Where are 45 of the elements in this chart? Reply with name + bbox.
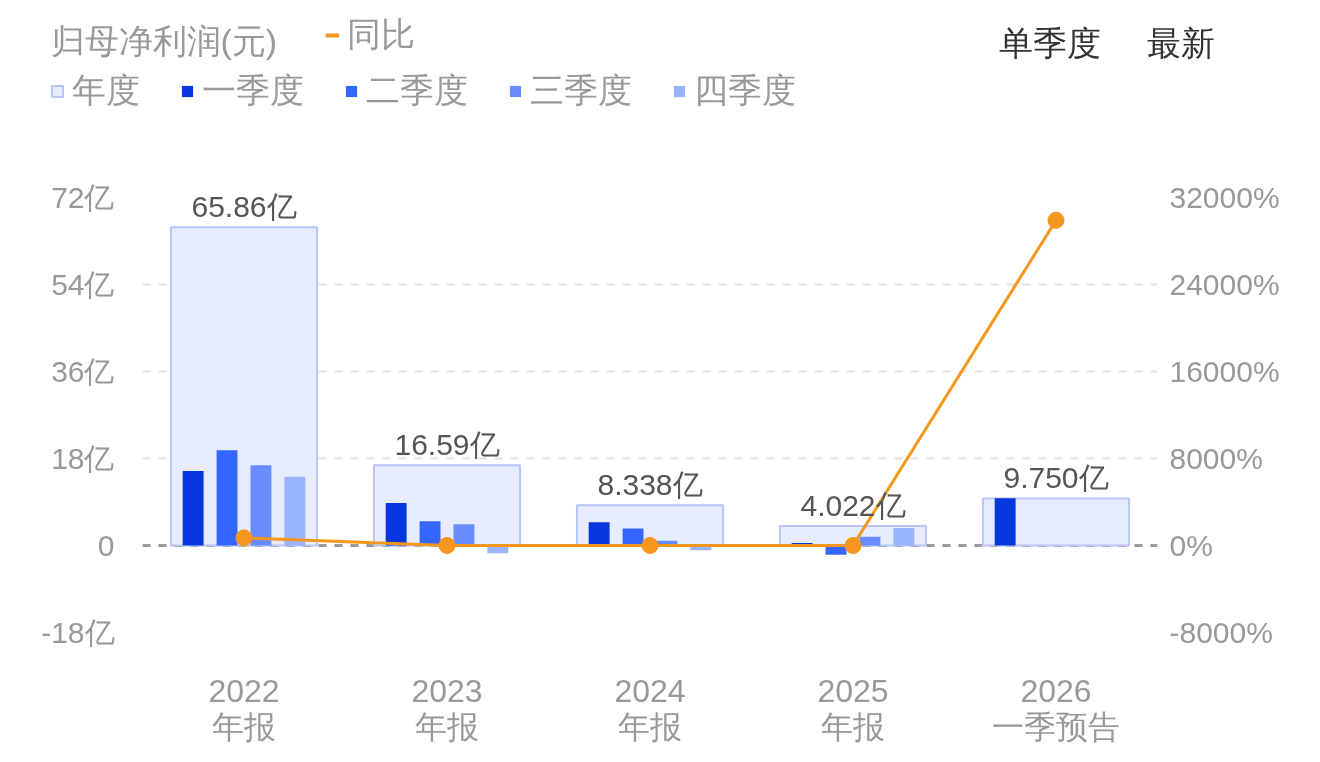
legend-label: 三季度	[530, 70, 632, 111]
data-label: 9.750亿	[1003, 461, 1109, 495]
data-label: 4.022亿	[800, 489, 906, 523]
y-tick-label: 0	[97, 529, 115, 562]
x-tick-label: 2022 年报	[208, 672, 280, 745]
point	[1047, 211, 1065, 229]
bar	[284, 476, 306, 546]
bar	[250, 465, 272, 546]
legend-label: 二季度	[366, 70, 468, 111]
y2-tick-label: -8000%	[1169, 616, 1273, 649]
point	[438, 537, 456, 554]
y2-tick-label: 0%	[1169, 529, 1213, 562]
bar	[893, 528, 915, 546]
legend-label: 四季度	[694, 70, 796, 111]
data-label: 65.86亿	[191, 190, 297, 224]
data-label: 16.59亿	[394, 428, 500, 462]
text: 最新	[1146, 23, 1215, 62]
x-tick-label: 2023 年报	[411, 672, 483, 745]
y-tick-label: -18亿	[41, 616, 115, 649]
bar	[994, 498, 1016, 546]
x-tick-label: 2026 一季预告	[992, 672, 1120, 745]
text: 单季度	[998, 23, 1101, 62]
y2-tick-label: 24000%	[1169, 268, 1280, 301]
legend-label: 一季度	[202, 70, 304, 111]
chart-title: 归母净利润(元)	[50, 21, 278, 60]
bar	[588, 522, 610, 546]
y-tick-label: 54亿	[51, 268, 115, 301]
bar	[216, 450, 238, 546]
y-tick-label: 36亿	[51, 355, 115, 388]
point	[641, 537, 659, 554]
bar	[859, 536, 881, 546]
bar	[182, 471, 204, 546]
y2-tick-label: 8000%	[1169, 442, 1263, 475]
legend-label: 同比	[347, 14, 415, 55]
data-label: 8.338亿	[597, 468, 703, 502]
point	[235, 529, 253, 547]
point	[844, 537, 862, 554]
legend-label: 年度	[72, 70, 140, 111]
y2-tick-label: 16000%	[1169, 355, 1280, 388]
y2-tick-label: 32000%	[1169, 181, 1280, 214]
x-tick-label: 2024 年报	[614, 672, 686, 745]
x-tick-label: 2025 年报	[817, 672, 889, 745]
bar	[385, 502, 407, 546]
y-tick-label: 72亿	[51, 181, 115, 214]
y-tick-label: 18亿	[51, 442, 115, 475]
